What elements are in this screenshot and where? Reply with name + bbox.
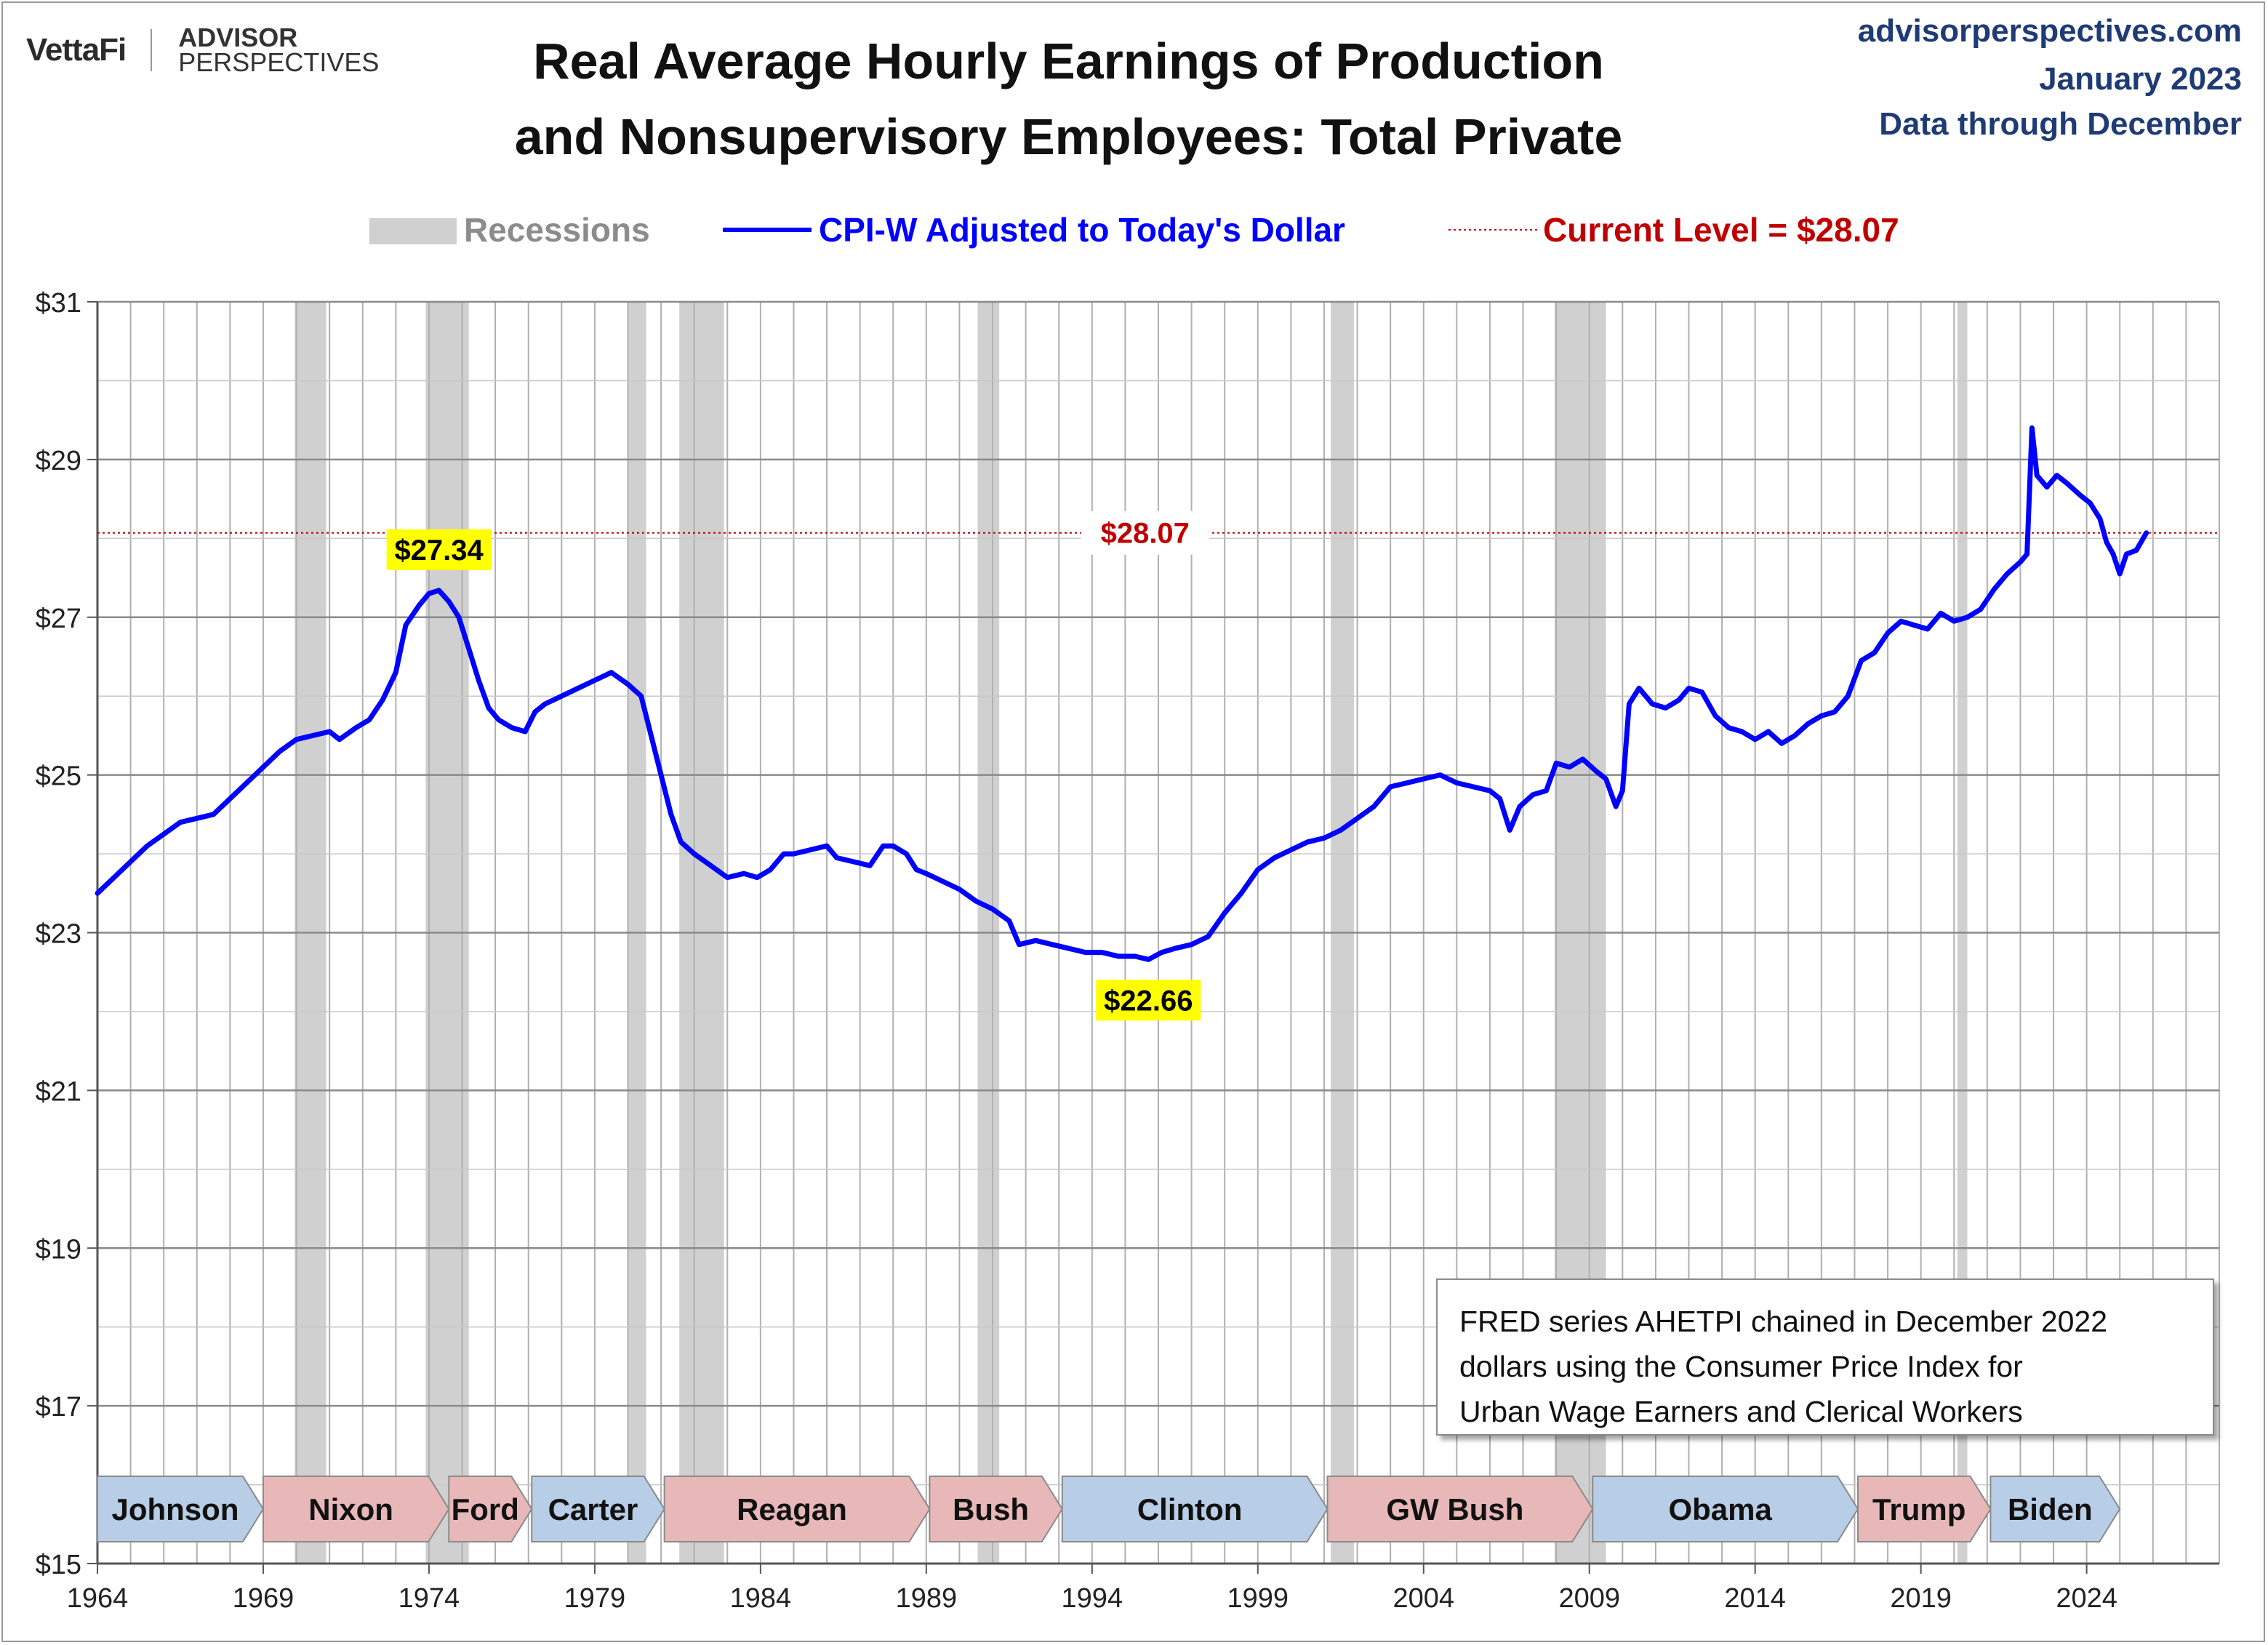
x-tick-label-4: 1984 [730,1583,792,1614]
footnote-box: FRED series AHETPI chained in December 2… [1436,1278,2214,1436]
annotation-label-1: $22.66 [1104,985,1193,1017]
axis-layer: $15 $17 $19 $21 $23 $25 $27 $29 $31 1964 1969 1974 1… [36,288,2219,1614]
president-arrow-5 [929,1476,1063,1542]
source-through: Data through December [1879,106,2242,142]
source-date: January 2023 [2039,61,2242,97]
legend-current-label: Current Level = $28.07 [1543,211,1899,249]
y-tick-label-1: $17 [36,1392,81,1422]
president-label-3: Carter [548,1492,638,1526]
x-tick-label-0: 1964 [67,1583,129,1614]
president-label-7: GW Bush [1386,1492,1523,1526]
president-arrow-3 [531,1476,665,1542]
series-line-0 [95,425,2149,962]
footnote-line2: dollars using the Consumer Price Index f… [1459,1350,2023,1383]
y-tick-label-2: $19 [36,1234,81,1265]
president-arrow-2 [448,1476,533,1542]
x-tick-label-10: 2014 [1724,1583,1786,1614]
chart-title-line1: Real Average Hourly Earnings of Producti… [533,33,1604,89]
y-tick-label-4: $23 [36,919,81,950]
source-site: advisorperspectives.com [1857,13,2242,49]
president-label-2: Ford [452,1492,519,1526]
logo-ap-line2: PERSPECTIVES [178,47,380,77]
president-arrow-8 [1592,1476,1859,1542]
x-tick-label-1: 1969 [233,1583,294,1614]
president-arrow-7 [1326,1476,1594,1542]
president-label-9: Trump [1872,1492,1966,1526]
footnote-line3: Urban Wage Earners and Clerical Workers [1459,1395,2023,1428]
y-tick-label-5: $25 [36,761,81,792]
logo-ap-line1: ADVISOR [178,23,298,52]
legend-series-label: CPI-W Adjusted to Today's Dollar [819,211,1345,249]
y-tick-label-0: $15 [36,1550,81,1580]
president-arrow-6 [1061,1476,1329,1542]
x-tick-label-6: 1994 [1062,1583,1123,1614]
president-arrow-1 [262,1476,450,1542]
logo-divider [151,29,153,71]
x-tick-label-11: 2019 [1890,1583,1952,1614]
x-tick-label-9: 2009 [1558,1583,1620,1614]
legend-recession-swatch [369,218,457,244]
series-layer [95,425,2149,962]
y-tick-label-3: $21 [36,1076,81,1107]
y-tick-label-8: $31 [36,288,81,319]
president-arrow-0 [97,1476,265,1542]
x-tick-label-3: 1979 [564,1583,626,1614]
annotation-layer: $27.34 $22.66 [386,529,1201,1021]
current-level-layer: $28.07 [97,511,2219,555]
president-arrow-9 [1857,1476,1992,1542]
x-tick-label-2: 1974 [398,1583,460,1614]
president-label-10: Biden [2008,1492,2093,1526]
logo-vettafi-text: VettaFi [26,32,127,68]
legend: Recessions CPI-W Adjusted to Today's Dol… [369,211,1899,249]
x-tick-label-12: 2024 [2056,1583,2117,1614]
vettafi-logo: VettaFi ADVISOR PERSPECTIVES [26,25,379,76]
current-level-label-bg [1081,511,1209,555]
y-tick-label-7: $29 [36,446,81,476]
annotation-label-0: $27.34 [394,535,484,567]
annotation-bg-0 [386,529,492,570]
y-tick-label-6: $27 [36,604,81,634]
president-label-0: Johnson [111,1492,239,1526]
president-arrow-10 [1989,1476,2121,1542]
x-tick-label-8: 2004 [1393,1583,1454,1614]
president-label-1: Nixon [308,1492,393,1526]
president-label-4: Reagan [737,1492,847,1526]
footnote-line1: FRED series AHETPI chained in December 2… [1459,1305,2108,1338]
annotation-bg-1 [1096,980,1201,1021]
chart-title-line2: and Nonsupervisory Employees: Total Priv… [514,108,1623,165]
x-tick-label-5: 1989 [896,1583,958,1614]
legend-recessions-label: Recessions [464,211,650,249]
president-arrow-4 [663,1476,931,1542]
current-level-label: $28.07 [1101,518,1190,550]
president-label-6: Clinton [1137,1492,1243,1526]
presidents-layer: Johnson Nixon Ford Carter Reagan Bush Clinton G… [97,1476,2121,1542]
president-label-8: Obama [1668,1492,1772,1526]
advisor-perspectives-logo: ADVISOR PERSPECTIVES [178,23,380,77]
president-label-5: Bush [953,1492,1029,1526]
x-tick-label-7: 1999 [1227,1583,1289,1614]
